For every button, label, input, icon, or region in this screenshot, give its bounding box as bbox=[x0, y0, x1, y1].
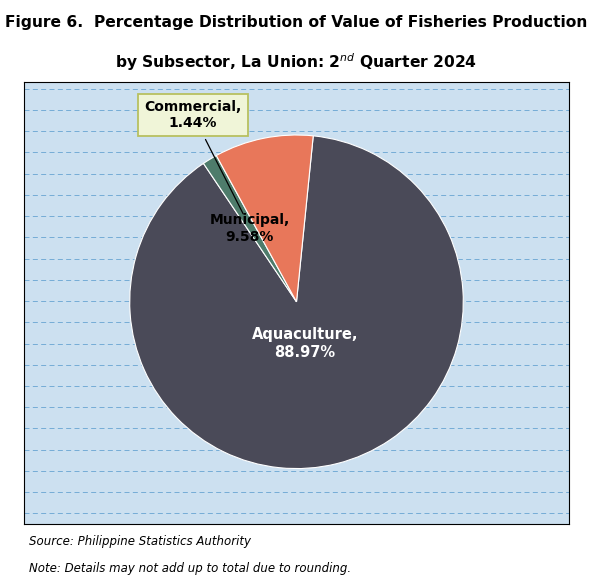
Wedge shape bbox=[130, 136, 463, 469]
Text: Source: Philippine Statistics Authority: Source: Philippine Statistics Authority bbox=[29, 535, 251, 548]
Text: Municipal,
9.58%: Municipal, 9.58% bbox=[210, 213, 290, 244]
Text: Note: Details may not add up to total due to rounding.: Note: Details may not add up to total du… bbox=[29, 563, 351, 575]
Text: Commercial,
1.44%: Commercial, 1.44% bbox=[145, 100, 243, 214]
Text: Figure 6.  Percentage Distribution of Value of Fisheries Production: Figure 6. Percentage Distribution of Val… bbox=[5, 15, 588, 30]
Text: by Subsector, La Union: 2$^{nd}$ Quarter 2024: by Subsector, La Union: 2$^{nd}$ Quarter… bbox=[116, 51, 477, 73]
Wedge shape bbox=[203, 155, 296, 302]
Text: Aquaculture,
88.97%: Aquaculture, 88.97% bbox=[251, 328, 358, 360]
Wedge shape bbox=[216, 135, 313, 302]
